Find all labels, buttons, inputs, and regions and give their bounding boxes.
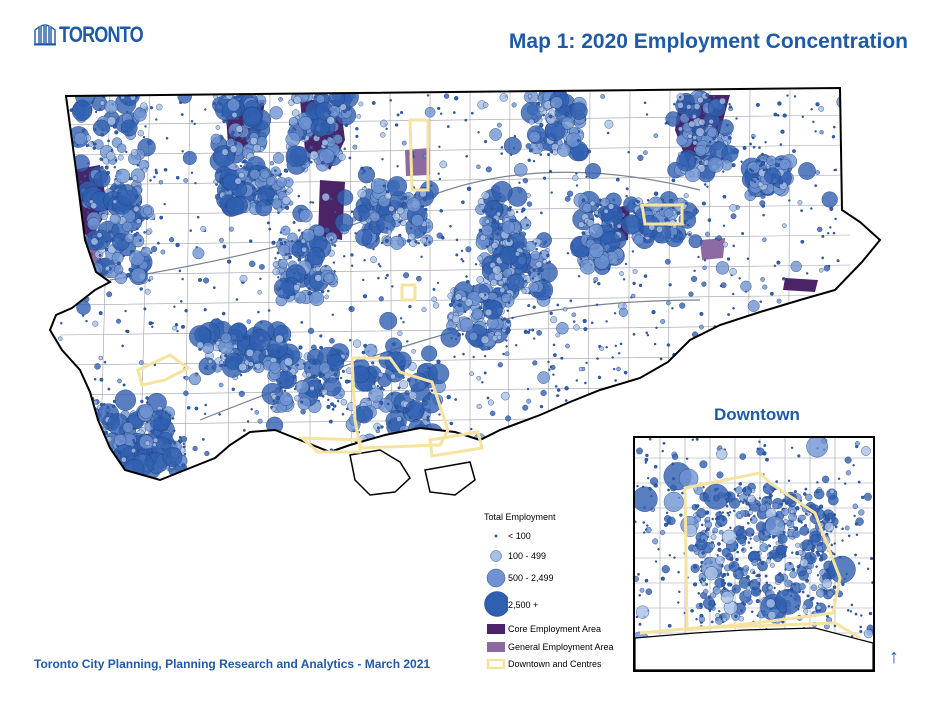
employment-points — [58, 88, 850, 480]
legend-label: 2,500 + — [508, 600, 539, 610]
downtown-inset-svg — [635, 438, 873, 670]
city-hall-icon — [34, 24, 56, 46]
legend-label: < 100 — [508, 531, 531, 541]
legend-label: 100 - 499 — [508, 551, 547, 561]
map-title: Map 1: 2020 Employment Concentration — [508, 30, 908, 53]
large-circle-icon — [484, 591, 508, 617]
legend-label: 500 - 2,499 — [508, 573, 554, 583]
legend-title: Total Employment — [484, 512, 556, 522]
general-area-swatch-icon — [487, 642, 505, 652]
inset-waterfront — [635, 627, 873, 670]
legend-item: 100 - 499 — [484, 546, 634, 566]
logo-wordmark: TORONTO — [59, 22, 144, 47]
inset-title: Downtown — [714, 405, 800, 424]
legend-item: 500 - 2,499 — [484, 566, 634, 590]
light-circle-icon — [490, 550, 502, 562]
legend-label: General Employment Area — [508, 642, 614, 652]
legend-item: 2,500 + — [484, 590, 634, 620]
footer-credit: Toronto City Planning, Planning Research… — [34, 657, 431, 671]
medium-circle-icon — [486, 568, 506, 588]
core-area-swatch-icon — [487, 624, 505, 634]
legend-item: General Employment Area — [484, 638, 634, 656]
small-dot-icon — [494, 534, 498, 538]
north-arrow-icon: ↑ — [889, 646, 899, 668]
legend-item: < 100 — [484, 526, 634, 546]
legend-item: Downtown and Centres — [484, 656, 634, 672]
legend-label: Core Employment Area — [508, 624, 602, 634]
legend-item: Core Employment Area — [484, 620, 634, 638]
downtown-and-centres-outlines — [136, 118, 684, 458]
map-legend: Total Employment < 100 100 - 499 500 - 2… — [484, 512, 634, 672]
toronto-islands — [349, 449, 476, 496]
inset-waterfront-outline — [639, 621, 861, 640]
downtown-inset-map — [633, 436, 875, 672]
centres-outline-icon — [486, 658, 506, 670]
legend-label: Downtown and Centres — [508, 659, 602, 669]
toronto-logo: TORONTO — [34, 22, 161, 48]
